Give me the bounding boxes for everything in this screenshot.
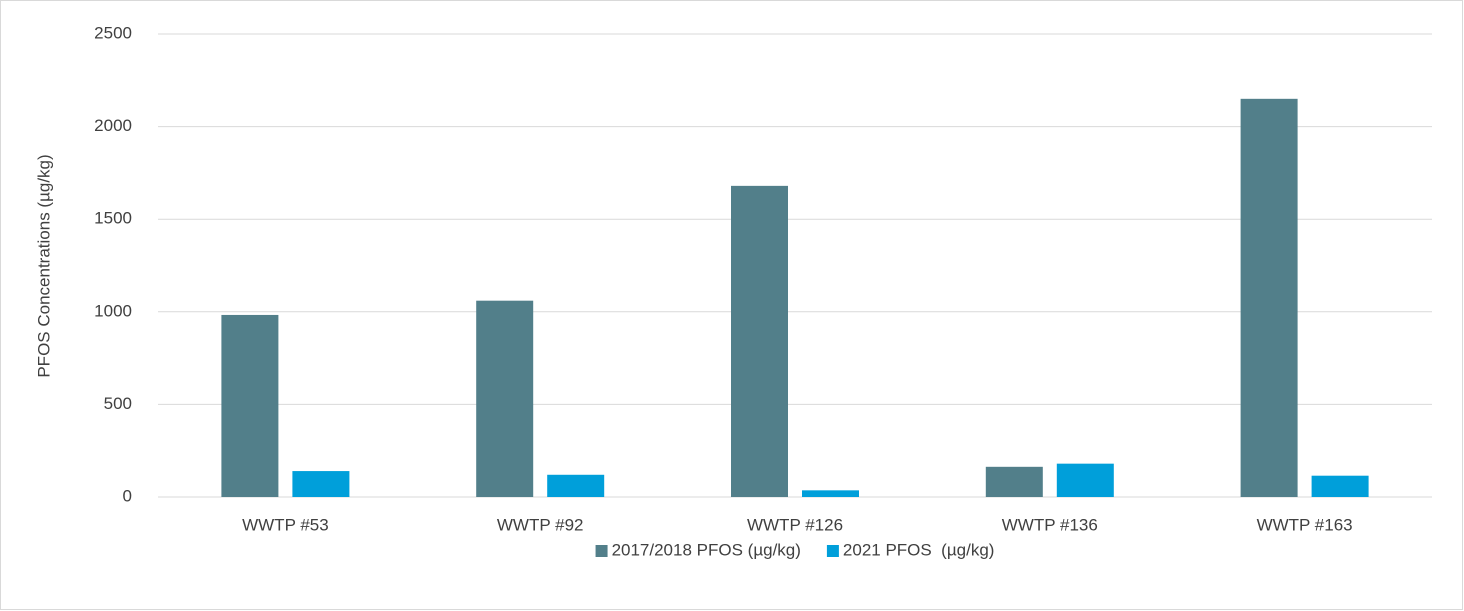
bar xyxy=(802,490,859,497)
x-tick-label: WWTP #126 xyxy=(747,515,843,534)
x-tick-label: WWTP #163 xyxy=(1257,515,1353,534)
bar xyxy=(292,471,350,497)
y-axis-label: PFOS Concentrations (µg/kg) xyxy=(34,154,53,377)
y-tick-label: 0 xyxy=(123,486,132,505)
bar xyxy=(731,185,788,497)
bar xyxy=(547,474,605,497)
legend-label: 2017/2018 PFOS (µg/kg) xyxy=(612,540,801,559)
legend-label: 2021 PFOS (µg/kg) xyxy=(843,540,995,559)
bar xyxy=(221,314,279,497)
bar xyxy=(1240,98,1298,497)
x-tick-label: WWTP #53 xyxy=(242,515,329,534)
legend-swatch xyxy=(826,545,839,557)
bar xyxy=(1056,463,1114,497)
legend-swatch xyxy=(595,545,608,557)
y-tick-label: 2000 xyxy=(94,116,132,135)
y-tick-label: 500 xyxy=(104,394,132,413)
bar xyxy=(476,300,534,497)
y-tick-label: 1500 xyxy=(94,209,132,228)
y-tick-label: 2500 xyxy=(94,23,132,42)
x-tick-label: WWTP #92 xyxy=(497,515,584,534)
y-tick-label: 1000 xyxy=(94,301,132,320)
x-tick-label: WWTP #136 xyxy=(1002,515,1098,534)
bar xyxy=(1311,475,1369,497)
bar xyxy=(985,466,1043,497)
